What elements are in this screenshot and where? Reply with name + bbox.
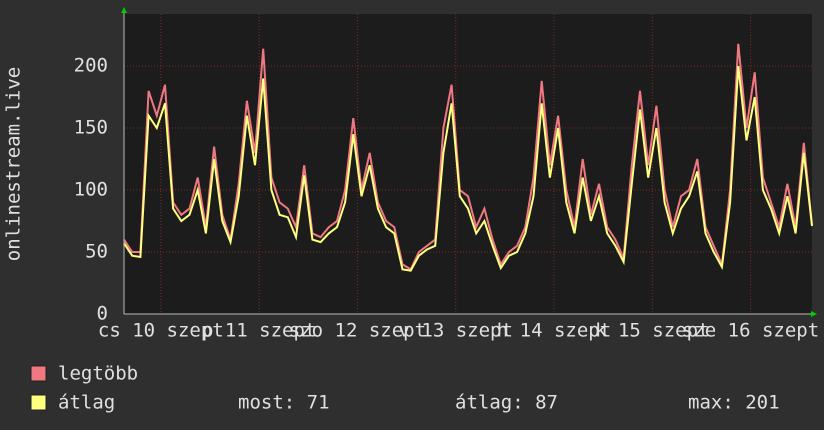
x-tick-label: sze 16 szept: [682, 320, 819, 342]
y-tick-label: 100: [74, 179, 108, 201]
legend-stat: max: 201: [688, 392, 780, 414]
x-tick-label: v 13 szept: [399, 320, 513, 342]
plot-area: [124, 14, 812, 314]
y-axis-label: onlinestream.live: [3, 67, 25, 261]
series-line: [123, 43, 813, 271]
axis-arrow: [811, 311, 817, 317]
legend-stat: most: 71: [238, 392, 330, 414]
axis-arrow: [121, 7, 127, 13]
x-tick-label: szo 12 szept: [289, 320, 426, 342]
x-tick-label: h 14 szept: [497, 320, 611, 342]
series-line: [123, 65, 813, 272]
legend-label: átlag: [58, 392, 115, 414]
x-tick-label: p 11 szept: [202, 320, 316, 342]
legend-stat: átlag: 87: [455, 392, 558, 414]
y-tick-label: 200: [74, 55, 108, 77]
x-tick-label: cs 10 szept: [98, 320, 224, 342]
y-tick-label: 50: [85, 241, 108, 263]
legend-label: legtöbb: [58, 363, 138, 385]
y-tick-label: 150: [74, 117, 108, 139]
y-tick-label: 0: [97, 303, 108, 325]
legend-swatch: [30, 394, 47, 411]
x-tick-label: k 15 szept: [595, 320, 709, 342]
legend-swatch: [30, 365, 47, 382]
